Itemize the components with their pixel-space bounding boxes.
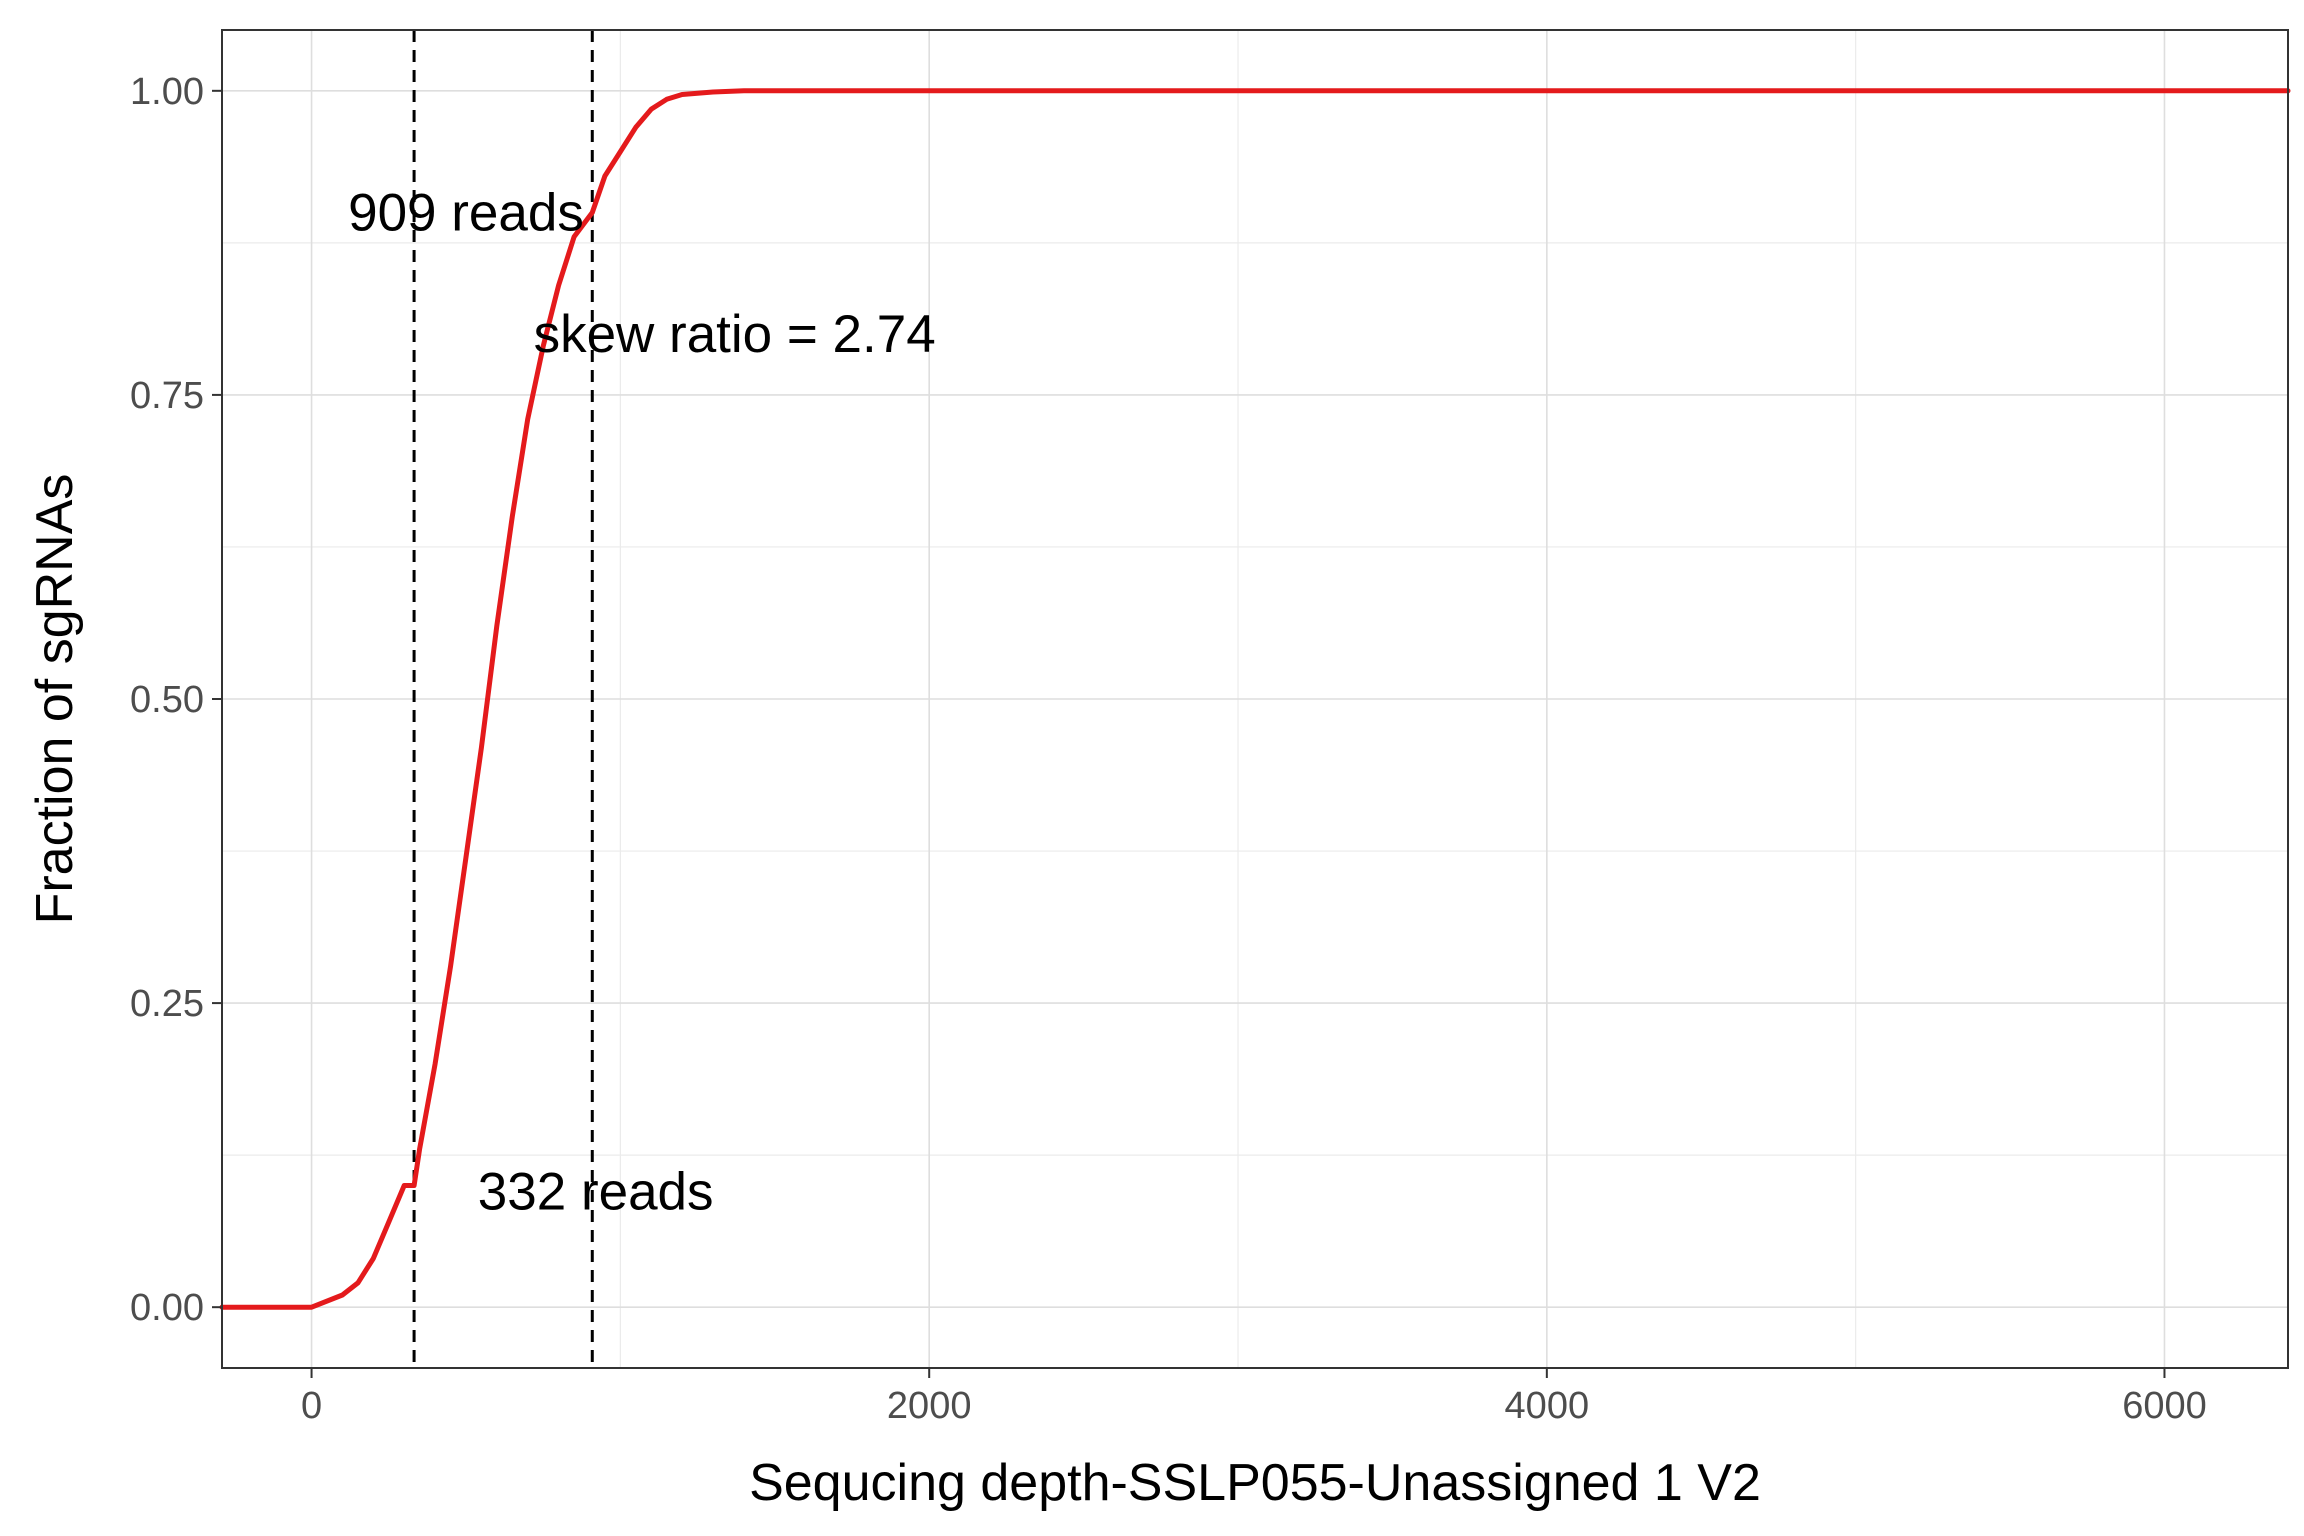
y-tick-label: 0.00 xyxy=(130,1287,204,1329)
y-axis-ticks: 0.00 0.25 0.50 0.75 1.00 xyxy=(130,71,222,1329)
x-axis-title: Sequcing depth-SSLP055-Unassigned 1 V2 xyxy=(749,1454,1761,1512)
annotations: 909 reads skew ratio = 2.74 332 reads xyxy=(348,183,936,1221)
y-tick-label: 0.25 xyxy=(130,983,204,1025)
annotation-label: 909 reads xyxy=(348,183,584,242)
y-axis-title: Fraction of sgRNAs xyxy=(26,474,84,925)
x-axis-ticks: 0 2000 4000 6000 xyxy=(301,1368,2207,1427)
x-tick-label: 0 xyxy=(301,1385,322,1427)
y-tick-label: 1.00 xyxy=(130,71,204,113)
reference-lines xyxy=(412,30,594,1368)
x-tick-label: 6000 xyxy=(2122,1385,2207,1427)
annotation-label: 332 reads xyxy=(478,1163,714,1222)
y-tick-label: 0.50 xyxy=(130,679,204,721)
x-tick-label: 2000 xyxy=(887,1385,972,1427)
cumulative-fraction-line xyxy=(219,88,2291,1310)
major-gridlines xyxy=(222,30,2288,1368)
annotation-label: skew ratio = 2.74 xyxy=(534,305,936,364)
y-tick-label: 0.75 xyxy=(130,375,204,417)
series-group xyxy=(219,88,2291,1310)
x-tick-label: 4000 xyxy=(1505,1385,1590,1427)
